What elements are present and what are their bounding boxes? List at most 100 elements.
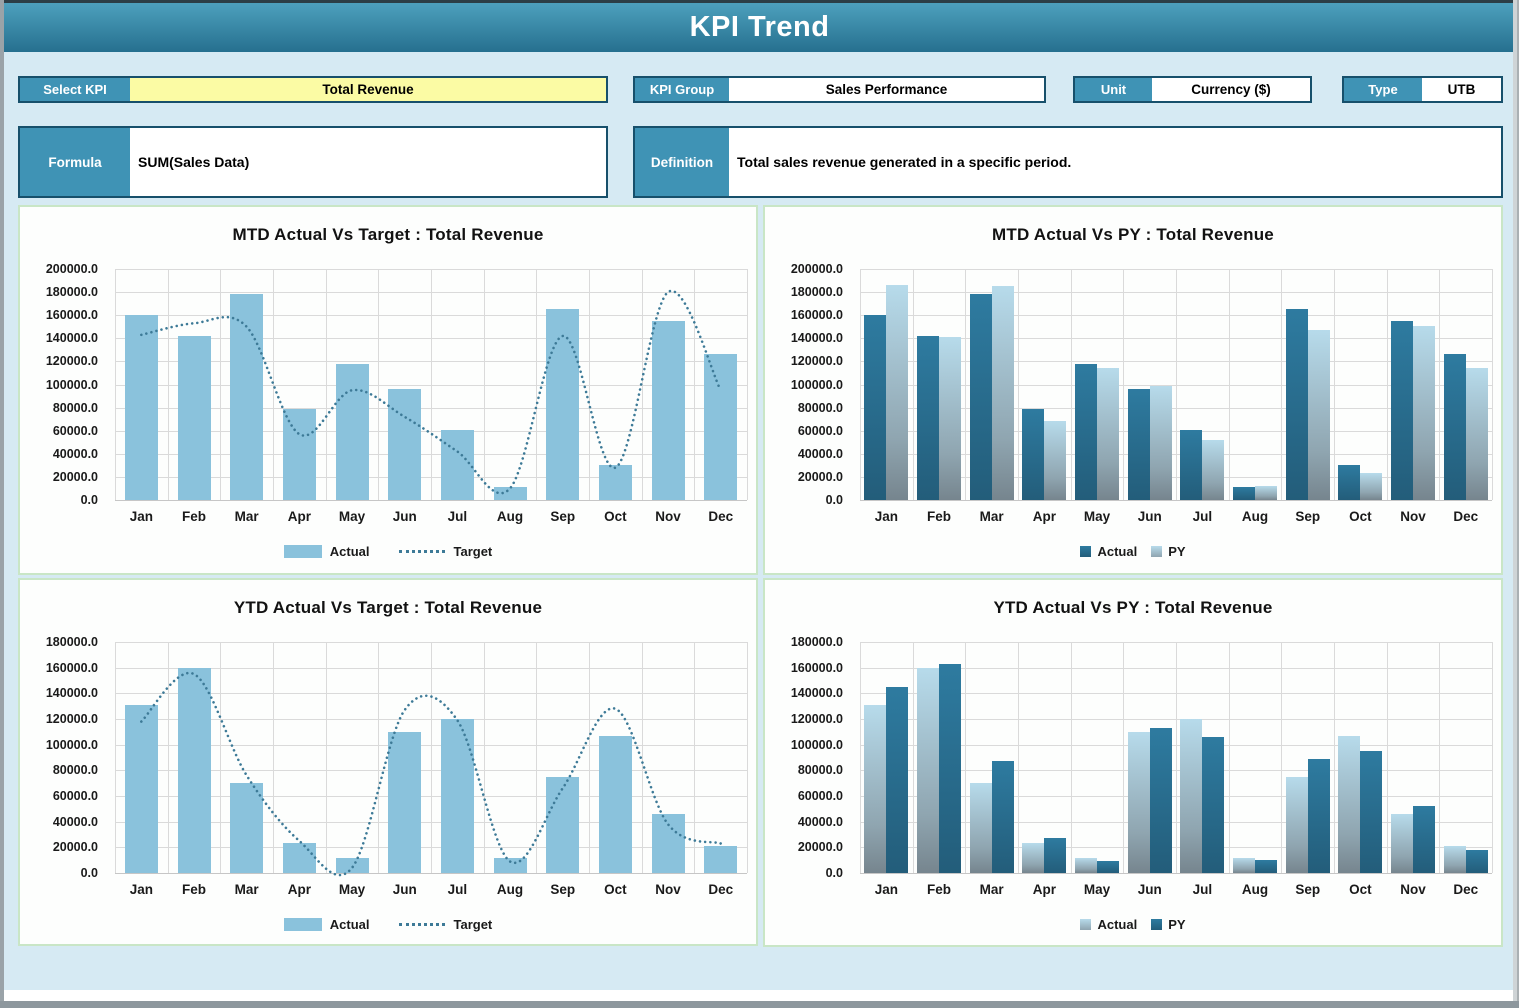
- bar-Jan-Actual: [864, 315, 887, 500]
- bar-Nov-Actual: [1391, 814, 1414, 873]
- x-label-Jun: Jun: [392, 509, 417, 524]
- bar-Apr-Actual: [282, 843, 316, 873]
- x-axis: Jan Feb Mar Apr May Jun Jul Aug Sep Oct Nov Dec: [860, 882, 1492, 897]
- select-kpi-control: Select KPI Total Revenue: [18, 76, 608, 103]
- legend-item-actual: Actual: [1080, 917, 1137, 932]
- legend: Actual Target: [20, 914, 756, 934]
- select-kpi-value[interactable]: Total Revenue: [130, 78, 606, 101]
- bar-Aug-Actual: [493, 487, 527, 500]
- bar-group-Jan: [115, 269, 168, 500]
- bar-Jul-Actual: [1180, 719, 1203, 873]
- x-label-Jun: Jun: [1137, 509, 1162, 524]
- type-value: UTB: [1422, 78, 1501, 101]
- bar-group-May: [1071, 642, 1124, 873]
- legend: Actual PY: [765, 541, 1501, 561]
- x-axis: Jan Feb Mar Apr May Jun Jul Aug Sep Oct Nov Dec: [860, 509, 1492, 524]
- bar-Oct-Actual: [598, 465, 632, 500]
- bar-group-Nov: [642, 642, 695, 873]
- bars-layer: [115, 269, 747, 500]
- y-tick: 100000.0: [45, 377, 98, 392]
- bar-group-Mar: [220, 642, 273, 873]
- y-tick: 140000.0: [45, 686, 98, 701]
- x-label-Feb: Feb: [182, 882, 207, 897]
- legend-item-actual: Actual: [1080, 544, 1137, 559]
- gridline-vertical: [1281, 269, 1283, 500]
- legend-item-py: PY: [1151, 917, 1186, 932]
- legend-label: Actual: [329, 916, 370, 932]
- bar-group-May: [326, 642, 379, 873]
- bar-group-Jan: [860, 642, 913, 873]
- gridline-vertical: [325, 642, 327, 873]
- y-tick: 60000.0: [52, 789, 98, 803]
- x-label-Sep: Sep: [1295, 882, 1321, 897]
- y-tick: 20000.0: [52, 469, 98, 484]
- y-tick: 20000.0: [797, 840, 843, 855]
- bar-Sep-Actual: [1285, 309, 1308, 500]
- bar-Jan-PY: [886, 687, 909, 873]
- x-label-Oct: Oct: [604, 509, 627, 524]
- gridline-vertical: [1070, 269, 1072, 500]
- gridline-vertical: [747, 642, 748, 873]
- x-label-Jun: Jun: [392, 882, 417, 897]
- gridline-vertical: [641, 642, 643, 873]
- bar-Aug-PY: [1255, 486, 1278, 500]
- bar-Sep-PY: [1307, 330, 1330, 500]
- x-label-Mar: Mar: [979, 882, 1004, 897]
- bar-group-Oct: [589, 642, 642, 873]
- bar-group-Nov: [1387, 642, 1440, 873]
- bar-Jun-PY: [1149, 728, 1172, 873]
- plot-area: [115, 642, 748, 877]
- x-axis: Jan Feb Mar Apr May Jun Jul Aug Sep Oct Nov Dec: [115, 882, 747, 897]
- bar-group-Nov: [642, 269, 695, 500]
- gridline-horizontal: [860, 500, 1492, 501]
- bar-Nov-PY: [1413, 806, 1436, 873]
- y-tick: 160000.0: [790, 308, 843, 323]
- bar-Apr-PY: [1044, 421, 1067, 500]
- bar-group-Mar: [965, 269, 1018, 500]
- y-tick: 120000.0: [790, 712, 843, 726]
- bar-Jun-Actual: [388, 389, 422, 500]
- bar-group-Jun: [1123, 269, 1176, 500]
- x-label-Feb: Feb: [182, 509, 207, 524]
- bar-Oct-PY: [1360, 751, 1383, 873]
- legend-label: Actual: [329, 543, 370, 559]
- x-label-Jan: Jan: [874, 509, 898, 524]
- chart-title: MTD Actual Vs Target : Total Revenue: [232, 225, 544, 244]
- x-label-Nov: Nov: [1400, 882, 1426, 897]
- bar-May-PY: [1097, 861, 1120, 873]
- chart-title: YTD Actual Vs PY : Total Revenue: [993, 598, 1273, 617]
- y-tick: 160000.0: [790, 660, 843, 675]
- bar-Mar-Actual: [969, 294, 992, 500]
- x-label-Dec: Dec: [708, 509, 734, 524]
- gridline-vertical: [589, 269, 590, 500]
- x-label-Jun: Jun: [1137, 882, 1162, 897]
- y-tick: 120000.0: [790, 354, 843, 369]
- x-label-Apr: Apr: [1032, 509, 1056, 524]
- bar-Sep-Actual: [546, 777, 580, 873]
- bar-May-Actual: [335, 364, 369, 500]
- x-label-Feb: Feb: [927, 509, 952, 524]
- bar-Nov-PY: [1413, 326, 1436, 500]
- gridline-vertical: [747, 269, 748, 500]
- window-bottom-edge: [0, 1001, 1519, 1008]
- bar-May-Actual: [1075, 364, 1098, 500]
- y-tick: 160000.0: [45, 308, 98, 323]
- legend-item-target: Target: [399, 917, 492, 932]
- gridline-vertical: [220, 269, 222, 500]
- x-label-Sep: Sep: [550, 882, 576, 897]
- x-label-Mar: Mar: [979, 509, 1004, 524]
- bar-May-PY: [1097, 368, 1120, 500]
- y-tick: 100000.0: [790, 377, 843, 392]
- bar-Mar-Actual: [969, 783, 992, 873]
- bar-Dec-Actual: [1443, 354, 1466, 500]
- type-control: Type UTB: [1342, 76, 1503, 103]
- gridline-vertical: [483, 269, 485, 500]
- x-label-Apr: Apr: [287, 882, 311, 897]
- target-line: [140, 671, 722, 877]
- bar-Feb-PY: [939, 664, 961, 873]
- gridline-vertical: [1334, 269, 1335, 500]
- x-label-Oct: Oct: [1349, 509, 1372, 524]
- x-label-Aug: Aug: [496, 509, 524, 524]
- bar-group-Apr: [273, 642, 326, 873]
- y-tick: 80000.0: [797, 763, 843, 778]
